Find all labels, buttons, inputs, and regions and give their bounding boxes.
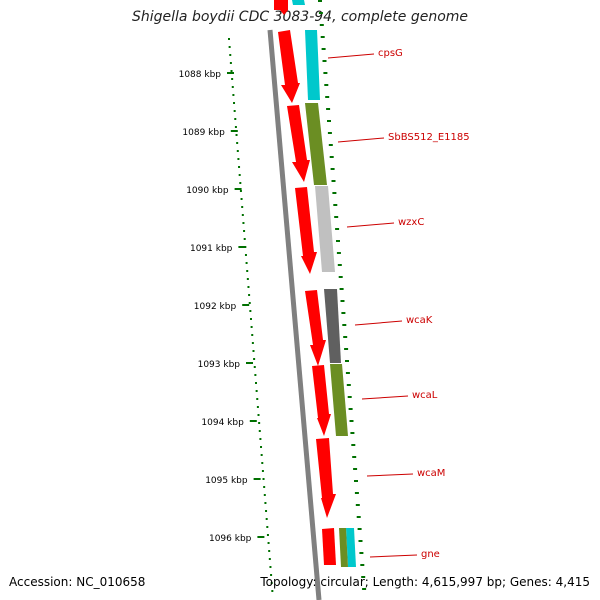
gene-label-gne[interactable]: gne: [421, 549, 440, 560]
cds-arrow[interactable]: [287, 105, 310, 182]
ruler-tick-label: 1091 kbp: [190, 244, 233, 254]
gene-feature-stripe[interactable]: [339, 528, 348, 567]
gene-feature-wcaM[interactable]: [336, 440, 352, 518]
gene-label-wcaL[interactable]: wcaL: [412, 390, 438, 401]
gene-feature-wcaK[interactable]: [324, 289, 341, 363]
gene-label-wcaK[interactable]: wcaK: [406, 315, 433, 326]
gene-leader-line: [369, 554, 418, 558]
cds-arrow[interactable]: [278, 30, 300, 103]
cds-arrow[interactable]: [312, 365, 331, 436]
gene-leader-line: [366, 473, 414, 477]
gene-leader-line: [361, 395, 409, 400]
gene-feature-gne[interactable]: [346, 528, 356, 567]
feature-ring-outline: [318, 0, 367, 590]
gene-feature-SbBS512_E1185[interactable]: [305, 103, 327, 185]
genome-backbone: [267, 29, 322, 600]
ruler-tick-label: 1093 kbp: [198, 360, 241, 370]
gene-label-wcaM[interactable]: wcaM: [417, 468, 445, 479]
gene-label-SbBS512_E1185[interactable]: SbBS512_E1185: [388, 132, 470, 143]
ruler-tick-label: 1092 kbp: [194, 302, 237, 312]
gene-label-layer: cpsG SbBS512_E1185 wzxC wcaK wcaL wcaM gne: [327, 48, 470, 560]
cds-arrow[interactable]: [305, 290, 326, 366]
ruler-tick-label: 1090 kbp: [186, 186, 229, 196]
gene-leader-line: [327, 53, 375, 59]
accession-text: Accession: NC_010658: [9, 575, 146, 589]
cds-arrow[interactable]: [322, 528, 336, 565]
genome-summary-text: Topology: circular; Length: 4,615,997 bp…: [260, 575, 590, 589]
ruler-tick-label: 1089 kbp: [182, 128, 225, 138]
gene-feature-wcaL[interactable]: [330, 364, 348, 436]
gene-leader-line: [346, 222, 395, 228]
cds-arrow[interactable]: [274, 0, 288, 15]
ruler-tick-label: 1088 kbp: [179, 70, 222, 80]
coordinate-ruler: 1088 kbp 1089 kbp 1090 kbp 1091 kbp 1092 kbp…: [179, 38, 274, 592]
gene-leader-line: [354, 320, 403, 326]
cds-arrow[interactable]: [295, 187, 317, 274]
ruler-tick-label: 1094 kbp: [201, 418, 244, 428]
gene-label-wzxC[interactable]: wzxC: [398, 217, 424, 228]
gene-label-cpsG[interactable]: cpsG: [378, 48, 403, 59]
gene-feature-wzxC[interactable]: [315, 186, 335, 272]
gene-leader-line: [337, 137, 385, 143]
cds-arrow[interactable]: [316, 438, 336, 518]
gene-feature-cpsG[interactable]: [305, 30, 320, 100]
ruler-tick-label: 1096 kbp: [209, 534, 252, 544]
gene-feature-partial[interactable]: [292, 0, 305, 5]
cds-track: [274, 0, 336, 565]
ruler-tick-label: 1095 kbp: [205, 476, 248, 486]
genome-title: Shigella boydii CDC 3083-94, complete ge…: [131, 9, 469, 25]
